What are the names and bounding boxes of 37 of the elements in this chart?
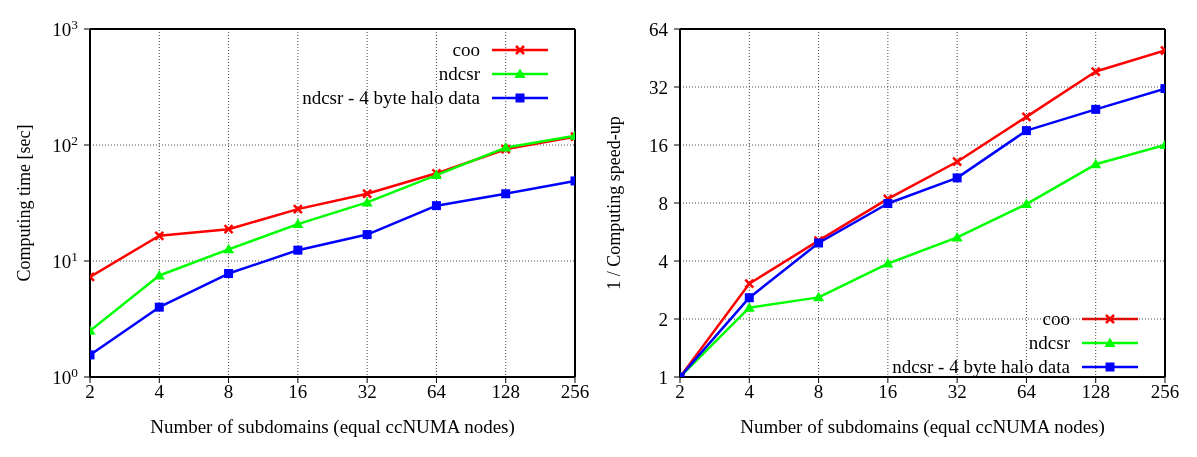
legend-label: ndcsr	[1028, 332, 1070, 354]
x-tick-label: 128	[491, 381, 520, 403]
legend-label: ndcsr - 4 byte halo data	[302, 87, 480, 109]
x-tick-label: 2	[85, 381, 95, 403]
x-tick-label: 32	[357, 381, 377, 403]
legend-label: coo	[452, 39, 480, 61]
x-tick-label: 4	[744, 381, 755, 403]
x-tick-label: 32	[947, 381, 967, 403]
x-tick-label: 8	[223, 381, 234, 403]
y-tick-label: 10$^{0}$	[52, 364, 79, 388]
legend-label: ndcsr - 4 byte halo data	[892, 356, 1070, 378]
legend-label: coo	[1042, 308, 1070, 330]
x-axis-title: Number of subdomains (equal ccNUMA nodes)	[740, 416, 1105, 438]
x-tick-label: 4	[154, 381, 165, 403]
x-tick-label: 256	[560, 381, 590, 403]
x-tick-label: 16	[878, 381, 898, 403]
y-tick-label: 32	[649, 77, 668, 98]
y-tick-label: 2	[658, 309, 668, 330]
x-tick-label: 128	[1081, 381, 1110, 403]
y-tick-label: 16	[649, 135, 668, 156]
x-tick-label: 256	[1150, 381, 1180, 403]
x-tick-label: 16	[288, 381, 308, 403]
x-tick-label: 2	[675, 381, 685, 403]
x-axis-title: Number of subdomains (equal ccNUMA nodes)	[150, 416, 515, 438]
y-tick-label: 10$^{1}$	[52, 248, 78, 272]
y-tick-label: 1	[658, 367, 668, 388]
y-axis-title: Computing time [sec]	[14, 124, 35, 282]
x-tick-label: 64	[426, 381, 447, 403]
x-tick-label: 64	[1016, 381, 1037, 403]
y-tick-label: 4	[658, 251, 669, 272]
y-tick-label: 8	[658, 193, 668, 214]
y-tick-label: 10$^{3}$	[52, 16, 79, 40]
y-axis-title: 1 / Computing speed-up	[604, 116, 625, 290]
legend-label: ndcsr	[438, 63, 480, 85]
y-tick-label: 64	[649, 19, 669, 40]
x-tick-label: 8	[813, 381, 824, 403]
y-tick-label: 10$^{2}$	[52, 132, 78, 156]
